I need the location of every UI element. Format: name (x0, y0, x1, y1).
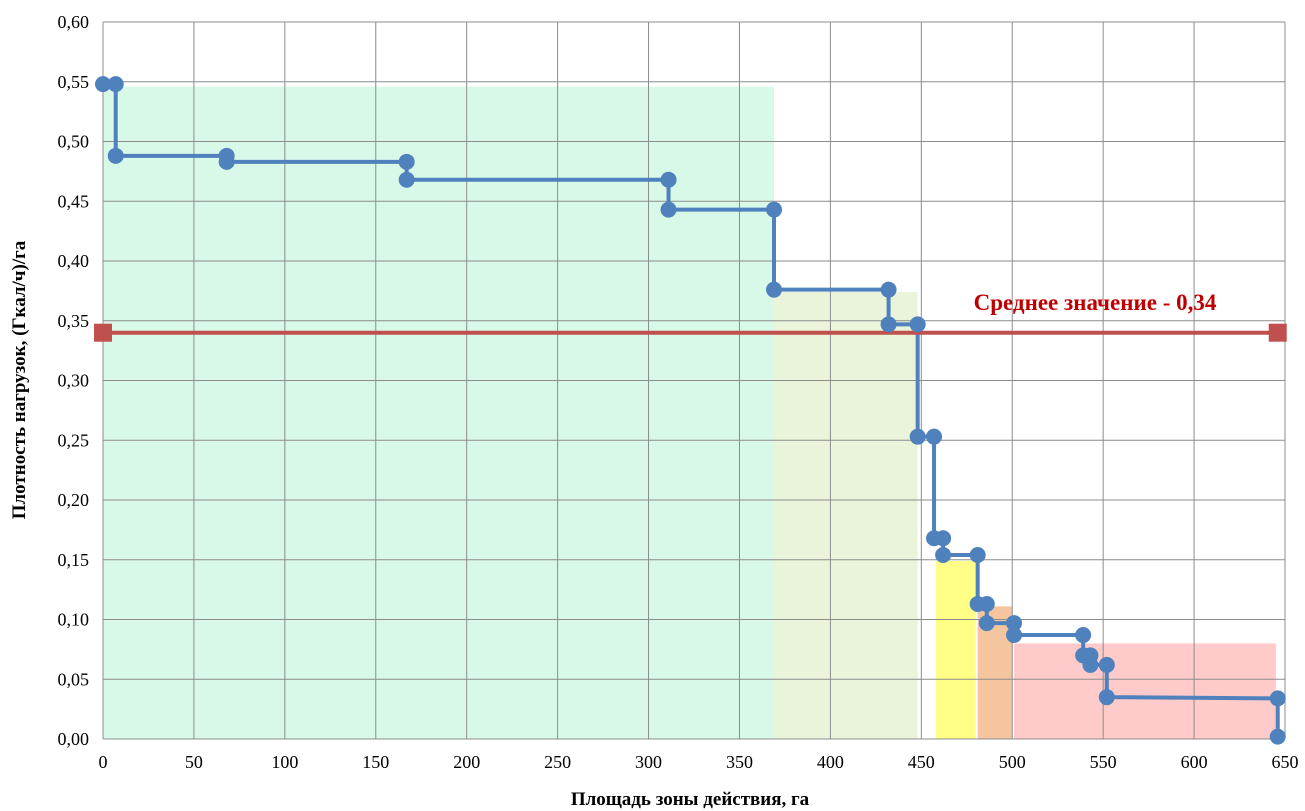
density-point (880, 281, 897, 298)
density-point (398, 153, 415, 170)
density-point (660, 171, 677, 188)
density-point (766, 201, 783, 218)
grid-lines (102, 21, 1286, 740)
density-point (1098, 656, 1115, 673)
x-tick-label: 450 (908, 752, 935, 772)
fill-zone-1 (774, 292, 918, 739)
x-tick-label: 0 (99, 752, 108, 772)
average-annotation: Среднее значение - 0,34 (974, 290, 1217, 315)
x-tick-label: 500 (999, 752, 1026, 772)
density-point (1082, 656, 1099, 673)
density-point (1006, 627, 1023, 644)
x-tick-label: 50 (185, 752, 203, 772)
y-tick-label: 0,60 (58, 12, 90, 32)
y-tick-label: 0,50 (58, 132, 90, 152)
y-tick-label: 0,30 (58, 371, 90, 391)
y-axis-title: Плотность нагрузок, (Гкал/ч)/га (9, 240, 30, 519)
density-point (969, 546, 986, 563)
density-point (1098, 689, 1115, 706)
series-markers (94, 76, 1287, 745)
density-point (935, 530, 952, 547)
density-point (926, 428, 943, 445)
x-tick-label: 650 (1272, 752, 1299, 772)
density-point (978, 595, 995, 612)
y-tick-label: 0,20 (58, 490, 90, 510)
y-tick-label: 0,25 (58, 430, 90, 450)
fill-zones (103, 86, 1276, 739)
x-tick-label: 150 (362, 752, 389, 772)
y-tick-label: 0,00 (58, 729, 90, 749)
average-marker (1268, 323, 1287, 342)
y-tick-label: 0,15 (58, 550, 90, 570)
x-tick-label: 350 (726, 752, 753, 772)
y-tick-label: 0,10 (58, 610, 90, 630)
tick-labels: 0 50 100 150 200 250 300 350 400 450 500 550 600 650 0… (58, 12, 1299, 772)
density-point (1006, 615, 1023, 632)
fill-zone-4 (1014, 643, 1276, 739)
x-tick-label: 250 (544, 752, 571, 772)
density-point (909, 428, 926, 445)
density-point (218, 153, 235, 170)
y-tick-label: 0,35 (58, 311, 90, 331)
density-point (766, 281, 783, 298)
density-point (1269, 728, 1286, 745)
fill-zone-0 (103, 86, 775, 739)
x-tick-label: 600 (1181, 752, 1208, 772)
density-point (398, 171, 415, 188)
x-tick-label: 400 (817, 752, 844, 772)
density-point (660, 201, 677, 218)
average-marker (94, 323, 112, 342)
density-point (935, 546, 952, 563)
y-tick-label: 0,05 (58, 669, 90, 689)
density-point (95, 76, 111, 93)
density-point (880, 316, 897, 333)
x-axis-title: Площадь зоны действия, га (571, 789, 810, 810)
fill-zone-2 (935, 560, 976, 739)
density-point (107, 76, 124, 93)
x-tick-label: 200 (453, 752, 480, 772)
density-point (1269, 690, 1286, 707)
density-point (1075, 627, 1092, 644)
density-point (978, 615, 995, 632)
density-point (909, 316, 926, 333)
x-tick-label: 550 (1090, 752, 1117, 772)
y-tick-label: 0,40 (58, 251, 90, 271)
y-tick-label: 0,45 (58, 191, 90, 211)
x-tick-label: 100 (271, 752, 298, 772)
x-tick-label: 300 (635, 752, 662, 772)
y-tick-label: 0,55 (58, 72, 90, 92)
density-point (107, 147, 124, 164)
